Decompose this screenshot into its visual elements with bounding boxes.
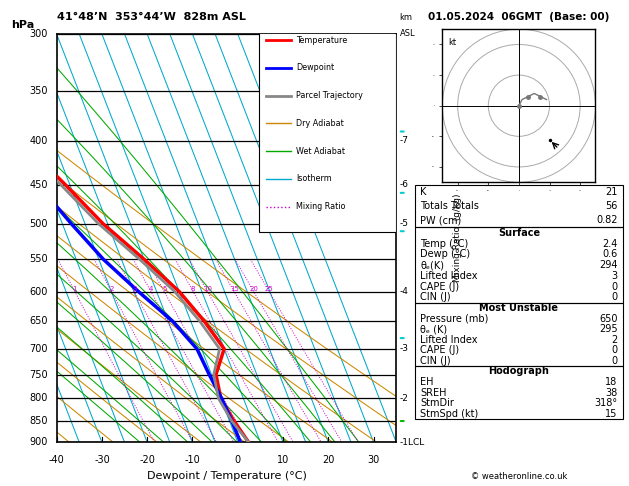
Text: -20: -20 [139, 454, 155, 465]
Text: K: K [420, 187, 426, 197]
Text: 4: 4 [148, 286, 153, 292]
Text: StmDir: StmDir [420, 399, 454, 408]
Text: 10: 10 [203, 286, 212, 292]
Text: Dewp (°C): Dewp (°C) [420, 249, 470, 260]
Text: 15: 15 [605, 409, 618, 419]
Text: 21: 21 [605, 187, 618, 197]
Text: CAPE (J): CAPE (J) [420, 281, 459, 292]
Text: 450: 450 [30, 180, 48, 190]
Text: Isotherm: Isotherm [296, 174, 332, 183]
Text: 650: 650 [30, 316, 48, 326]
Text: 0: 0 [611, 356, 618, 365]
Text: CIN (J): CIN (J) [420, 293, 451, 302]
Text: Dewpoint / Temperature (°C): Dewpoint / Temperature (°C) [147, 471, 306, 481]
Text: Wet Adiabat: Wet Adiabat [296, 147, 345, 156]
Text: Lifted Index: Lifted Index [420, 271, 477, 281]
Text: 2.4: 2.4 [603, 239, 618, 249]
Text: Parcel Trajectory: Parcel Trajectory [296, 91, 363, 100]
Text: 20: 20 [322, 454, 335, 465]
Text: kt: kt [448, 38, 457, 47]
Text: 15: 15 [230, 286, 238, 292]
Text: 0: 0 [611, 345, 618, 355]
Text: Pressure (mb): Pressure (mb) [420, 313, 489, 324]
Text: ASL: ASL [399, 29, 415, 38]
Text: Dewpoint: Dewpoint [296, 63, 334, 72]
Text: CAPE (J): CAPE (J) [420, 345, 459, 355]
Text: 294: 294 [599, 260, 618, 270]
Text: -2: -2 [399, 394, 409, 403]
Text: 3: 3 [611, 271, 618, 281]
Text: -7: -7 [399, 137, 409, 145]
Text: 850: 850 [30, 416, 48, 426]
Text: PW (cm): PW (cm) [420, 215, 462, 226]
Text: hPa: hPa [11, 20, 34, 30]
Text: 0: 0 [235, 454, 241, 465]
Text: km: km [399, 13, 413, 22]
Text: θₑ(K): θₑ(K) [420, 260, 444, 270]
FancyBboxPatch shape [259, 30, 396, 232]
Text: 295: 295 [599, 324, 618, 334]
Text: 0.82: 0.82 [596, 215, 618, 226]
Text: 8: 8 [191, 286, 196, 292]
Text: 01.05.2024  06GMT  (Base: 00): 01.05.2024 06GMT (Base: 00) [428, 12, 610, 22]
Text: 350: 350 [30, 87, 48, 96]
Text: 750: 750 [30, 369, 48, 380]
Text: θₑ (K): θₑ (K) [420, 324, 447, 334]
Text: Most Unstable: Most Unstable [479, 303, 559, 313]
Text: 41°48’N  353°44’W  828m ASL: 41°48’N 353°44’W 828m ASL [57, 12, 245, 22]
Text: 56: 56 [605, 201, 618, 211]
Text: Lifted Index: Lifted Index [420, 335, 477, 345]
Text: © weatheronline.co.uk: © weatheronline.co.uk [470, 472, 567, 481]
Text: 3: 3 [132, 286, 136, 292]
Text: 318°: 318° [594, 399, 618, 408]
Text: Temperature: Temperature [296, 35, 347, 45]
Text: 2: 2 [611, 335, 618, 345]
Text: Totals Totals: Totals Totals [420, 201, 479, 211]
Text: 20: 20 [249, 286, 258, 292]
Text: Temp (°C): Temp (°C) [420, 239, 469, 249]
Text: 500: 500 [30, 219, 48, 229]
Text: 0: 0 [611, 281, 618, 292]
Text: -40: -40 [48, 454, 65, 465]
Text: 38: 38 [606, 388, 618, 398]
Text: EH: EH [420, 377, 433, 387]
Text: -3: -3 [399, 345, 409, 353]
Text: Dry Adiabat: Dry Adiabat [296, 119, 344, 128]
Text: 650: 650 [599, 313, 618, 324]
Text: 600: 600 [30, 287, 48, 296]
Text: -5: -5 [399, 219, 409, 228]
Text: -6: -6 [399, 180, 409, 189]
Text: 0.6: 0.6 [603, 249, 618, 260]
Text: 700: 700 [30, 344, 48, 354]
Text: 550: 550 [30, 254, 48, 264]
Text: 18: 18 [606, 377, 618, 387]
Text: 5: 5 [162, 286, 167, 292]
Text: 800: 800 [30, 394, 48, 403]
Text: 25: 25 [265, 286, 274, 292]
Text: StmSpd (kt): StmSpd (kt) [420, 409, 479, 419]
Text: 0: 0 [611, 293, 618, 302]
Text: 30: 30 [367, 454, 380, 465]
Text: 900: 900 [30, 437, 48, 447]
Text: -10: -10 [184, 454, 201, 465]
Text: -1LCL: -1LCL [399, 438, 425, 447]
Text: 2: 2 [109, 286, 114, 292]
Text: Mixing Ratio  (g/kg): Mixing Ratio (g/kg) [453, 194, 462, 282]
Text: Surface: Surface [498, 228, 540, 238]
Text: 1: 1 [72, 286, 77, 292]
Text: 300: 300 [30, 29, 48, 39]
Text: -4: -4 [399, 287, 409, 296]
Text: 400: 400 [30, 136, 48, 146]
Text: Hodograph: Hodograph [489, 366, 549, 376]
Text: SREH: SREH [420, 388, 447, 398]
Text: 10: 10 [277, 454, 289, 465]
Text: Mixing Ratio: Mixing Ratio [296, 202, 345, 211]
Text: CIN (J): CIN (J) [420, 356, 451, 365]
Text: -30: -30 [94, 454, 110, 465]
